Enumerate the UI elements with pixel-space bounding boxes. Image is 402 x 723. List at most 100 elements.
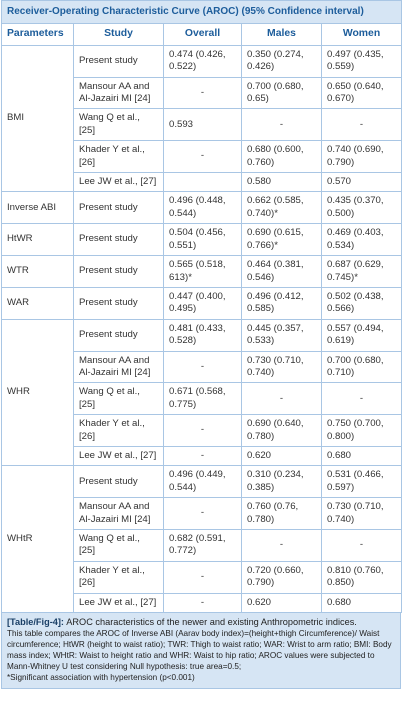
table-row: Inverse ABI Present study 0.496 (0.448, 0.… (1, 191, 402, 225)
value-cell: - (320, 529, 402, 562)
value-cell: - (320, 382, 402, 416)
value-cell: 0.496 (0.448, 0.544) (163, 191, 242, 225)
table-title: Receiver-Operating Characteristic Curve … (0, 0, 402, 25)
table-row: BMI Present study 0.474 (0.426, 0.522) 0.35… (1, 44, 402, 193)
study-cell: Lee JW et al., [27] (73, 172, 164, 193)
value-cell: 0.690 (0.615, 0.766)* (241, 223, 322, 257)
value-cell: - (163, 497, 242, 530)
value-cell: 0.445 (0.357, 0.533) (241, 318, 322, 352)
study-cell: Present study (73, 223, 164, 257)
value-cell: 0.680 (320, 445, 402, 467)
value-cell: 0.565 (0.518, 613)* (163, 255, 242, 288)
study-cell: Wang Q et al., [25] (73, 382, 164, 416)
value-cell: 0.662 (0.585, 0.740)* (241, 191, 322, 225)
value-cell: - (163, 445, 242, 467)
caption: [Table/Fig-4]: AROC characteristics of t… (1, 613, 401, 690)
value-cell: 0.620 (241, 445, 322, 467)
value-cell: 0.700 (0.680, 0.65) (241, 76, 322, 110)
study-cell: Present study (73, 191, 164, 225)
column-header: Women (320, 23, 402, 46)
caption-label: [Table/Fig-4]: (7, 617, 64, 628)
caption-note: *Significant association with hypertensi… (7, 673, 195, 683)
header-row: Parameters Study Overall Males Women (1, 23, 402, 46)
parameter-cell: WTR (1, 255, 74, 288)
table-row: Khader Y et al., [26] -0.680 (0.600, 0.76… (2, 140, 402, 174)
study-cell: Present study (73, 44, 164, 78)
value-cell: 0.481 (0.433, 0.528) (163, 318, 242, 352)
value-cell: 0.671 (0.568, 0.775) (163, 382, 242, 416)
table-row: HtWR Present study 0.504 (0.456, 0.551) 0.6… (1, 223, 402, 257)
value-cell (163, 172, 242, 193)
value-cell: 0.447 (0.400, 0.495) (163, 286, 242, 320)
table-row: Lee JW et al., [27] -0.620 0.680 (2, 592, 402, 614)
value-cell: 0.730 (0.710, 0.740) (320, 497, 402, 530)
table-figure: Receiver-Operating Characteristic Curve … (0, 0, 402, 690)
table-row: Wang Q et al., [25] 0.671 (0.568, 0.775) -… (2, 382, 402, 416)
parameter-cell: Inverse ABI (1, 191, 74, 225)
value-cell: 0.730 (0.710, 0.740) (241, 350, 322, 384)
value-cell: 0.350 (0.274, 0.426) (241, 44, 322, 78)
value-cell: 0.474 (0.426, 0.522) (163, 44, 242, 78)
value-cell: 0.593 (163, 108, 242, 142)
study-cell: Wang Q et al., [25] (73, 529, 164, 562)
study-cell: Khader Y et al., [26] (73, 140, 164, 174)
value-cell: 0.580 (241, 172, 322, 193)
table-row: WTR Present study 0.565 (0.518, 613)* 0.464… (1, 255, 402, 288)
table-row: Lee JW et al., [27] -0.620 0.680 (2, 445, 402, 467)
value-cell: 0.469 (0.403, 0.534) (320, 223, 402, 257)
table-row: WHR Present study 0.481 (0.433, 0.528) 0.44… (1, 318, 402, 467)
value-cell: 0.690 (0.640, 0.780) (241, 414, 322, 447)
table-row: Lee JW et al., [27] 0.580 0.570 (2, 172, 402, 193)
aroc-table: Receiver-Operating Characteristic Curve … (0, 0, 402, 614)
value-cell: 0.650 (0.640, 0.670) (320, 76, 402, 110)
value-cell: - (320, 108, 402, 142)
column-header: Parameters (1, 23, 74, 46)
table-row: WHtR Present study 0.496 (0.449, 0.544) 0.3… (1, 465, 402, 614)
study-cell: Present study (73, 465, 164, 499)
value-cell: 0.680 (320, 592, 402, 614)
table-row: Khader Y et al., [26] -0.720 (0.660, 0.79… (2, 560, 402, 594)
value-cell: 0.496 (0.449, 0.544) (163, 465, 242, 499)
value-cell: 0.700 (0.680, 0.710) (320, 350, 402, 384)
value-cell: - (163, 76, 242, 110)
study-cell: Lee JW et al., [27] (73, 592, 164, 614)
parameter-cell: HtWR (1, 223, 74, 257)
parameter-cell: WHR (1, 318, 74, 467)
column-header: Study (73, 23, 164, 46)
parameter-cell: WHtR (1, 465, 74, 614)
table-row: Mansour AA and Al-Jazairi MI [24] -0.700 … (2, 76, 402, 110)
value-cell: 0.531 (0.466, 0.597) (320, 465, 402, 499)
value-cell: - (163, 350, 242, 384)
value-cell: - (163, 414, 242, 447)
caption-description: This table compares the AROC of Inverse … (7, 629, 392, 672)
value-cell: 0.620 (241, 592, 322, 614)
parameter-cell: BMI (1, 44, 74, 193)
value-cell: 0.682 (0.591, 0.772) (163, 529, 242, 562)
value-cell: 0.750 (0.700, 0.800) (320, 414, 402, 447)
caption-text: AROC characteristics of the newer and ex… (66, 617, 357, 628)
value-cell: 0.557 (0.494, 0.619) (320, 318, 402, 352)
value-cell: 0.570 (320, 172, 402, 193)
value-cell: 0.504 (0.456, 0.551) (163, 223, 242, 257)
table-row: Khader Y et al., [26] -0.690 (0.640, 0.78… (2, 414, 402, 447)
value-cell: - (163, 140, 242, 174)
value-cell: 0.496 (0.412, 0.585) (241, 286, 322, 320)
value-cell: 0.687 (0.629, 0.745)* (320, 255, 402, 288)
value-cell: 0.720 (0.660, 0.790) (241, 560, 322, 594)
study-cell: Mansour AA and Al-Jazairi MI [24] (73, 350, 164, 384)
table-row: Mansour AA and Al-Jazairi MI [24] -0.760 … (2, 497, 402, 530)
table-body: BMI Present study 0.474 (0.426, 0.522) 0.35… (1, 44, 402, 614)
study-cell: Present study (73, 286, 164, 320)
value-cell: - (163, 560, 242, 594)
column-header: Males (241, 23, 322, 46)
column-header: Overall (163, 23, 242, 46)
value-cell: 0.810 (0.760, 0.850) (320, 560, 402, 594)
study-cell: Khader Y et al., [26] (73, 560, 164, 594)
value-cell: 0.740 (0.690, 0.790) (320, 140, 402, 174)
value-cell: 0.497 (0.435, 0.559) (320, 44, 402, 78)
value-cell: - (241, 108, 322, 142)
value-cell: 0.310 (0.234, 0.385) (241, 465, 322, 499)
study-cell: Wang Q et al., [25] (73, 108, 164, 142)
table-row: Wang Q et al., [25] 0.682 (0.591, 0.772) -… (2, 529, 402, 562)
